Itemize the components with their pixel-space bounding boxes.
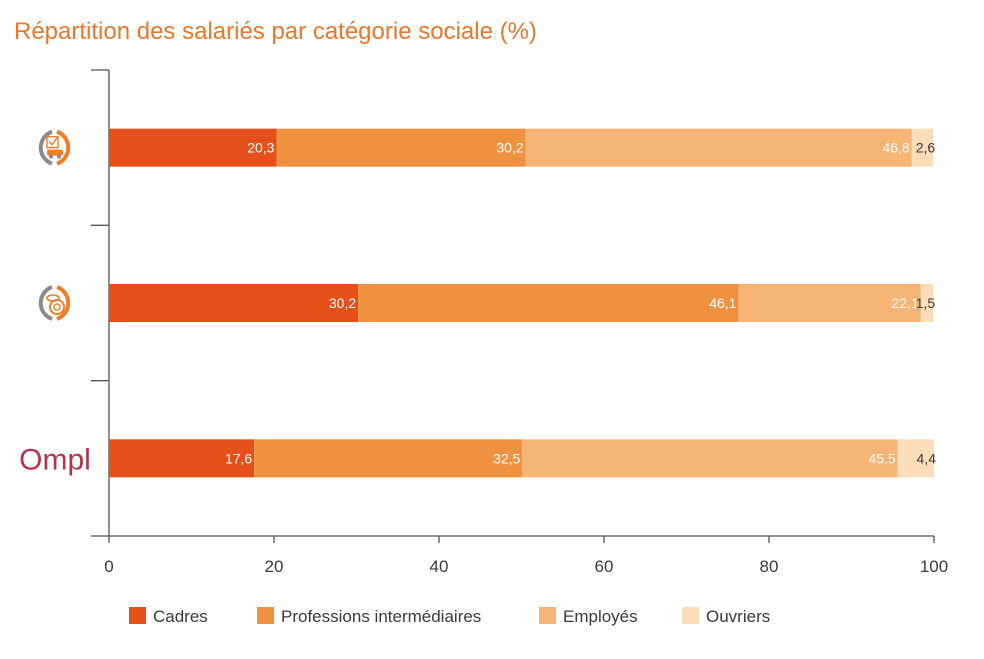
bar-segment [254, 439, 523, 478]
data-label: 22,1 [892, 295, 919, 311]
data-label: 30,2 [496, 140, 523, 156]
bars: 20,3 30,2 46,8 2,6 30,2 46,1 22,11,5 17,6 32,5 45… [109, 128, 937, 478]
legend-swatch [129, 607, 146, 624]
legend-label: Professions intermédiaires [281, 607, 481, 626]
bar-segment [109, 284, 359, 322]
data-label: 1,5 [916, 295, 936, 311]
data-label: 46,1 [709, 295, 736, 311]
bar-segment [109, 128, 277, 167]
legend: Cadres Professions intermédiaires Employés… [129, 607, 770, 626]
category-icons: Ompl [19, 129, 91, 476]
data-label: 20,3 [247, 140, 274, 156]
data-label: 2,6 [916, 140, 936, 156]
bar-segment [109, 439, 255, 478]
legend-label: Ouvriers [706, 607, 770, 626]
legend-swatch [539, 607, 556, 624]
coins-icon [38, 285, 71, 321]
data-label: 30,2 [329, 295, 356, 311]
bar-segment [525, 128, 912, 167]
ompl-logo: Ompl [19, 443, 91, 476]
data-label: 45,5 [868, 450, 895, 466]
data-label: 17,6 [225, 450, 252, 466]
bar-segment [522, 439, 898, 478]
x-tick-label: 20 [265, 557, 284, 576]
checklist-car-icon [38, 129, 71, 166]
legend-label: Cadres [153, 607, 208, 626]
bar-segment [911, 128, 934, 167]
bar-segment [920, 284, 934, 322]
data-label: 46,8 [882, 140, 909, 156]
x-tick-label: 40 [430, 557, 449, 576]
chart-title: Répartition des salariés par catégorie s… [14, 18, 537, 45]
x-tick-label: 80 [760, 557, 779, 576]
bar-segment [897, 439, 934, 478]
legend-swatch [257, 607, 274, 624]
legend-label: Employés [563, 607, 638, 626]
bar-segment [358, 284, 739, 322]
x-tick-label: 0 [104, 557, 113, 576]
x-tick-label: 100 [920, 557, 948, 576]
data-label: 4,4 [917, 450, 937, 466]
x-tick-label: 60 [595, 557, 614, 576]
bar-segment [738, 284, 921, 322]
legend-swatch [682, 607, 699, 624]
bar-segment [276, 128, 526, 167]
data-label: 32,5 [493, 450, 520, 466]
